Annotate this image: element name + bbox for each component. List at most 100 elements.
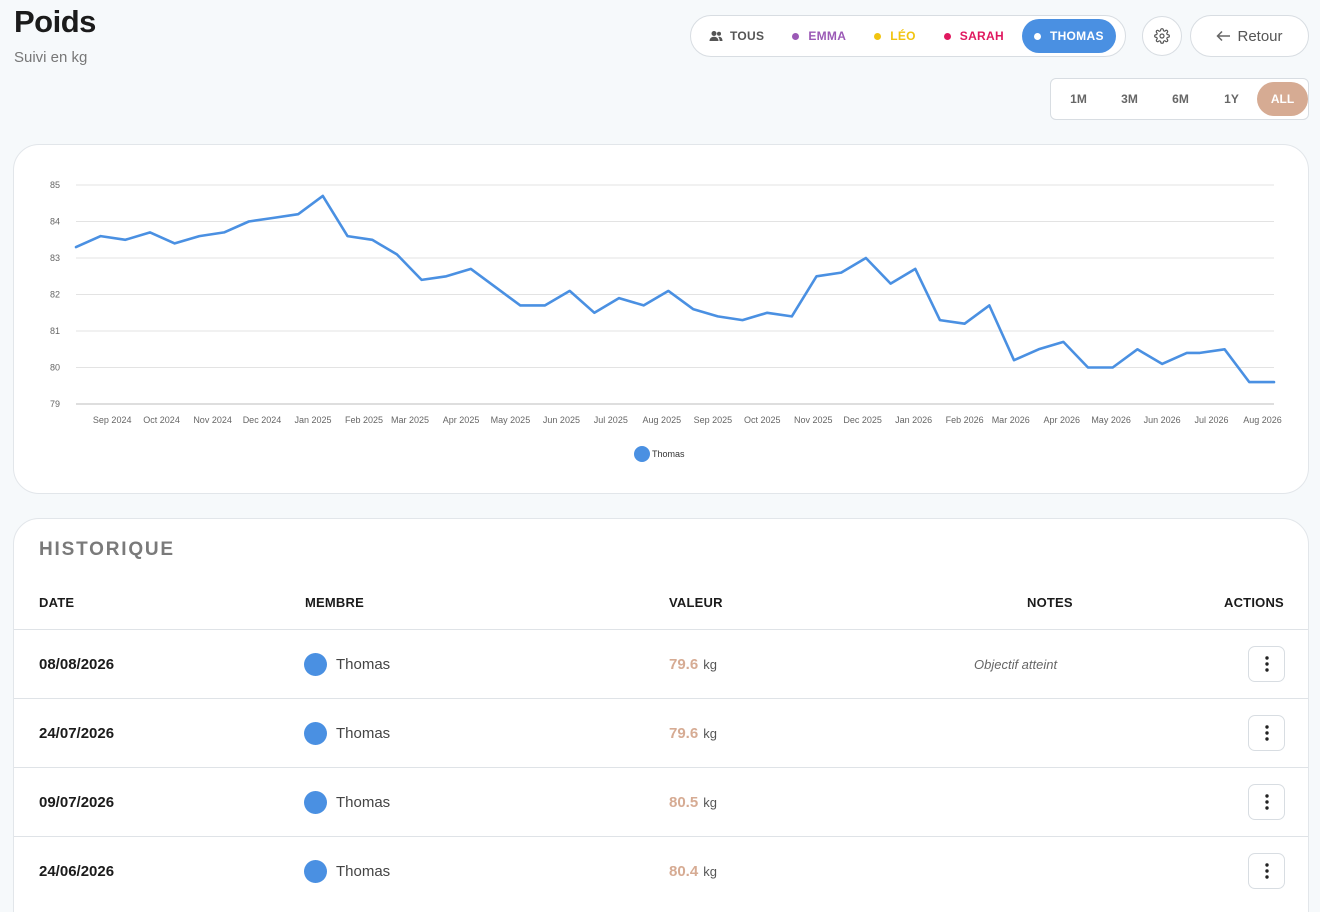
member-filter-label: THOMAS [1049,29,1104,43]
row-value-unit: kg [703,726,717,741]
column-header-date: DATE [39,595,75,610]
row-actions-button[interactable] [1248,646,1285,682]
table-row: 08/08/2026 Thomas 79.6 kg Objectif atteint [14,629,1308,699]
page-subtitle: Suivi en kg [14,49,88,66]
x-tick-label: Aug 2025 [643,415,682,425]
member-color-dot [874,32,882,40]
x-tick-label: Dec 2024 [243,415,282,425]
row-member-name: Thomas [336,794,391,811]
weight-chart-card: 79 80 81 82 83 84 85 Sep 2024 Oct 2024 Nov 2024 De… [13,144,1309,494]
x-tick-label: Feb 2025 [345,415,383,425]
column-header-actions: ACTIONS [1224,595,1284,610]
member-avatar [304,653,327,676]
range-filter-1y[interactable]: 1Y [1224,92,1239,106]
x-tick-label: Oct 2025 [744,415,781,425]
x-tick-label: Sep 2024 [93,415,132,425]
y-tick-label: 82 [50,290,60,300]
legend-label: Thomas [652,449,685,459]
more-vertical-icon [1264,863,1269,879]
row-member-name: Thomas [336,863,391,880]
x-tick-label: Jan 2025 [294,415,331,425]
row-date: 24/06/2026 [39,863,115,880]
row-value-unit: kg [703,864,717,879]
column-header-value: VALEUR [669,595,723,610]
member-filter-label: TOUS [730,29,765,43]
back-button[interactable]: Retour [1190,15,1309,57]
page-title: Poids [14,4,96,39]
member-avatar [304,722,327,745]
row-member: Thomas [304,630,390,699]
row-value: 80.5 kg [669,768,717,837]
more-vertical-icon [1264,656,1269,672]
row-member: Thomas [304,837,390,906]
x-tick-label: Apr 2026 [1043,415,1080,425]
row-date: 24/07/2026 [39,725,115,742]
table-row: 24/06/2026 Thomas 80.4 kg [14,836,1308,906]
table-row: 09/07/2026 Thomas 80.5 kg [14,767,1308,837]
x-tick-label: Apr 2025 [443,415,480,425]
row-value-unit: kg [703,657,717,672]
row-actions-button[interactable] [1248,784,1285,820]
range-filter-all[interactable]: ALL [1257,82,1308,116]
x-tick-label: Oct 2024 [143,415,180,425]
member-color-dot [943,32,951,40]
row-member-name: Thomas [336,656,391,673]
member-color-dot [792,32,800,40]
history-title: HISTORIQUE [39,539,175,560]
x-tick-label: Sep 2025 [694,415,733,425]
row-value: 79.6 kg [669,699,717,768]
row-value-number: 80.4 [669,863,699,880]
member-filter-thomas[interactable]: THOMAS [1021,19,1116,53]
x-tick-label: Jul 2026 [1194,415,1228,425]
settings-button[interactable] [1142,16,1182,56]
member-filter-l-o[interactable]: LÉO [862,19,928,53]
member-filter-emma[interactable]: EMMA [780,19,858,53]
member-filter: TOUS EMMA LÉO SARAH THOMAS [690,15,1126,57]
y-tick-label: 85 [50,180,60,190]
weight-chart: 79 80 81 82 83 84 85 Sep 2024 Oct 2024 Nov 2024 De… [50,180,1282,462]
row-actions-button[interactable] [1248,853,1285,889]
x-tick-label: Feb 2026 [946,415,984,425]
row-value-unit: kg [703,795,717,810]
row-value-number: 79.6 [669,656,699,673]
row-member: Thomas [304,699,390,768]
x-tick-label: May 2025 [491,415,531,425]
row-member-name: Thomas [336,725,391,742]
row-member: Thomas [304,768,390,837]
x-tick-label: Mar 2025 [391,415,429,425]
column-header-notes: NOTES [1027,595,1073,610]
x-tick-label: May 2026 [1091,415,1131,425]
member-avatar [304,860,327,883]
range-filter-3m[interactable]: 3M [1121,92,1138,106]
back-button-label: Retour [1237,27,1283,45]
y-tick-label: 83 [50,253,60,263]
x-tick-label: Mar 2026 [992,415,1030,425]
row-note: Objectif atteint [974,657,1058,672]
x-tick-label: Jan 2026 [895,415,932,425]
member-filter-label: EMMA [808,29,847,43]
member-filter-sarah[interactable]: SARAH [932,19,1016,53]
x-tick-label: Nov 2025 [794,415,833,425]
gear-icon [1154,28,1170,44]
row-value: 80.4 kg [669,837,717,906]
arrow-left-icon [1216,30,1231,42]
row-date: 09/07/2026 [39,794,115,811]
row-value: 79.6 kg [669,630,717,699]
table-row: 24/07/2026 Thomas 79.6 kg [14,698,1308,768]
member-filter-label: LÉO [890,29,916,43]
member-filter-label: SARAH [959,29,1004,43]
history-card: HISTORIQUE DATE MEMBRE VALEUR NOTES ACTI… [13,518,1309,912]
people-icon [709,31,723,41]
x-tick-label: Jun 2026 [1144,415,1181,425]
y-tick-label: 79 [50,399,60,409]
range-filter-1m[interactable]: 1M [1070,92,1087,106]
y-tick-label: 84 [50,217,60,227]
member-filter-tous[interactable]: TOUS [697,19,776,53]
row-date: 08/08/2026 [39,656,115,673]
range-filter-6m[interactable]: 6M [1172,92,1189,106]
legend-swatch [634,446,650,462]
x-tick-label: Jun 2025 [543,415,580,425]
column-header-member: MEMBRE [305,595,364,610]
row-actions-button[interactable] [1248,715,1285,751]
x-tick-label: Dec 2025 [843,415,882,425]
